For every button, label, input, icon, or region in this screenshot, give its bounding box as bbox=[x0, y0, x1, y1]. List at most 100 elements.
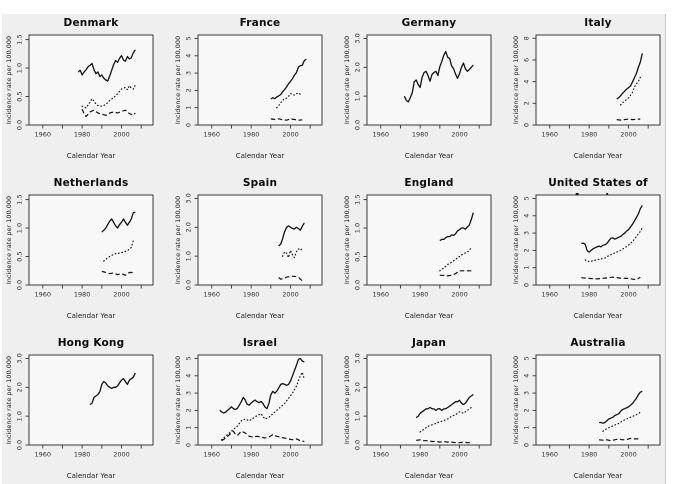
y-axis-label: Incidence rate per 100,000 bbox=[5, 355, 13, 445]
x-tick-label: 2000 bbox=[113, 131, 130, 139]
y-tick-label: 4 bbox=[523, 214, 531, 218]
y-tick-label: 0.5 bbox=[16, 251, 24, 261]
subplot-france: France Incidence rate per 100,000 1960 1980… bbox=[161, 16, 330, 176]
dotted-series-line bbox=[419, 405, 474, 433]
x-tick-label: 1960 bbox=[35, 451, 52, 459]
x-tick-label: 1960 bbox=[204, 291, 221, 299]
chart-grid: Denmark Incidence rate per 100,000 1960 198… bbox=[2, 14, 665, 484]
y-axis-label: Incidence rate per 100,000 bbox=[512, 195, 520, 285]
subplot-title: Germany bbox=[401, 17, 457, 29]
x-axis-label: Calendar Year bbox=[404, 312, 454, 320]
x-axis-label: Calendar Year bbox=[235, 152, 285, 160]
solid-series-line bbox=[403, 50, 474, 103]
y-axis-label: Incidence rate per 100,000 bbox=[5, 195, 13, 285]
plot-row: Incidence rate per 100,000 1960 1980 2000 0.… bbox=[2, 31, 161, 151]
y-tick-label: 1 bbox=[185, 426, 193, 430]
y-tick-label: 4 bbox=[523, 80, 531, 84]
solid-series-line bbox=[599, 390, 643, 424]
x-tick-label: 1960 bbox=[373, 451, 390, 459]
y-tick-label: 0.0 bbox=[16, 440, 24, 450]
x-tick-label: 1980 bbox=[581, 291, 598, 299]
x-tick-label: 1960 bbox=[35, 291, 52, 299]
panel-border bbox=[535, 354, 661, 446]
plot-area: 1960 1980 2000 0.0 1.0 2.0 3.0 bbox=[16, 353, 154, 459]
panel-border bbox=[197, 354, 323, 446]
y-tick-label: 0 bbox=[523, 283, 531, 287]
plot-area: 1960 1980 2000 0.0 1.0 2.0 3.0 bbox=[354, 33, 492, 139]
plot-row: Incidence rate per 100,000 1960 1980 2000 0.… bbox=[161, 191, 330, 311]
dotted-series-line bbox=[276, 92, 303, 109]
dotted-series-line bbox=[81, 84, 136, 109]
dashed-series-line bbox=[616, 118, 641, 121]
x-tick-label: 2000 bbox=[451, 131, 468, 139]
y-tick-label: 6 bbox=[523, 58, 531, 62]
y-tick-label: 2.0 bbox=[354, 382, 362, 392]
subplot-title: Netherlands bbox=[53, 177, 129, 189]
subplot-hong-kong: Hong Kong Incidence rate per 100,000 1960 1… bbox=[2, 336, 161, 484]
subplot-denmark: Denmark Incidence rate per 100,000 1960 198… bbox=[2, 16, 161, 176]
x-tick-label: 2000 bbox=[451, 291, 468, 299]
panel-border bbox=[197, 194, 323, 286]
subplot-title: Hong Kong bbox=[57, 337, 125, 349]
y-tick-label: 2.0 bbox=[354, 62, 362, 72]
y-tick-label: 1.0 bbox=[16, 411, 24, 421]
x-axis-label: Calendar Year bbox=[235, 472, 285, 480]
panel-border bbox=[197, 34, 323, 126]
panel-border bbox=[535, 194, 661, 286]
y-tick-label: 4 bbox=[185, 54, 193, 58]
x-tick-label: 2000 bbox=[620, 291, 637, 299]
y-tick-label: 1.0 bbox=[16, 63, 24, 73]
y-axis-label: Incidence rate per 100,000 bbox=[512, 355, 520, 445]
x-tick-label: 1980 bbox=[74, 291, 91, 299]
y-tick-label: 0.5 bbox=[354, 251, 362, 261]
subplot-title: Italy bbox=[584, 17, 612, 29]
y-tick-label: 8 bbox=[523, 36, 531, 40]
x-tick-label: 2000 bbox=[620, 451, 637, 459]
solid-series-line bbox=[581, 205, 643, 253]
x-axis-label: Calendar Year bbox=[66, 472, 116, 480]
y-tick-label: 3.0 bbox=[16, 353, 24, 363]
y-tick-label: 0 bbox=[185, 123, 193, 127]
dashed-series-line bbox=[270, 118, 303, 121]
panel-border bbox=[28, 34, 154, 126]
x-tick-label: 1980 bbox=[412, 291, 429, 299]
y-tick-label: 0.0 bbox=[354, 280, 362, 290]
x-tick-label: 1960 bbox=[542, 451, 559, 459]
x-axis-label: Calendar Year bbox=[573, 312, 623, 320]
plot-area: 1960 1980 2000 0.0 1.0 2.0 3.0 bbox=[185, 193, 323, 299]
plot-area: 1960 1980 2000 0.0 0.5 1.0 1.5 bbox=[16, 194, 154, 299]
subplot-germany: Germany Incidence rate per 100,000 1960 198… bbox=[330, 16, 499, 176]
y-tick-label: 4 bbox=[185, 374, 193, 378]
subplot-united-states-of-america: United States of America Incidence rate p… bbox=[499, 176, 665, 336]
plot-row: Incidence rate per 100,000 1960 1980 2000 0.… bbox=[2, 191, 161, 311]
x-axis-label: Calendar Year bbox=[235, 312, 285, 320]
y-tick-label: 5 bbox=[523, 196, 531, 200]
plot-row: Incidence rate per 100,000 1960 1980 2000 0 1… bbox=[499, 351, 665, 471]
x-axis-label: Calendar Year bbox=[66, 152, 116, 160]
y-axis-label: Incidence rate per 100,000 bbox=[174, 355, 182, 445]
solid-series-line bbox=[270, 58, 307, 100]
y-axis-label: Incidence rate per 100,000 bbox=[174, 195, 182, 285]
y-tick-label: 2 bbox=[523, 101, 531, 105]
y-tick-label: 5 bbox=[185, 356, 193, 360]
dotted-series-line bbox=[439, 247, 472, 272]
x-tick-label: 1980 bbox=[74, 131, 91, 139]
x-tick-label: 1960 bbox=[204, 131, 221, 139]
x-axis-label: Calendar Year bbox=[66, 312, 116, 320]
dashed-series-line bbox=[81, 108, 136, 118]
plot-row: Incidence rate per 100,000 1960 1980 2000 0 2… bbox=[499, 31, 665, 151]
dotted-series-line bbox=[602, 411, 641, 432]
y-tick-label: 2 bbox=[185, 408, 193, 412]
x-tick-label: 1960 bbox=[373, 291, 390, 299]
figure-panel: Denmark Incidence rate per 100,000 1960 198… bbox=[2, 14, 666, 484]
y-tick-label: 1.0 bbox=[354, 223, 362, 233]
y-tick-label: 1.5 bbox=[16, 34, 24, 44]
y-tick-label: 2.0 bbox=[185, 222, 193, 232]
y-tick-label: 1.0 bbox=[354, 411, 362, 421]
y-tick-label: 0.0 bbox=[354, 440, 362, 450]
plot-area: 1960 1980 2000 0.0 0.5 1.0 1.5 bbox=[16, 34, 154, 139]
plot-row: Incidence rate per 100,000 1960 1980 2000 0.… bbox=[330, 31, 499, 151]
y-tick-label: 0.0 bbox=[16, 280, 24, 290]
y-tick-label: 2.0 bbox=[16, 382, 24, 392]
panel-border bbox=[28, 194, 154, 286]
